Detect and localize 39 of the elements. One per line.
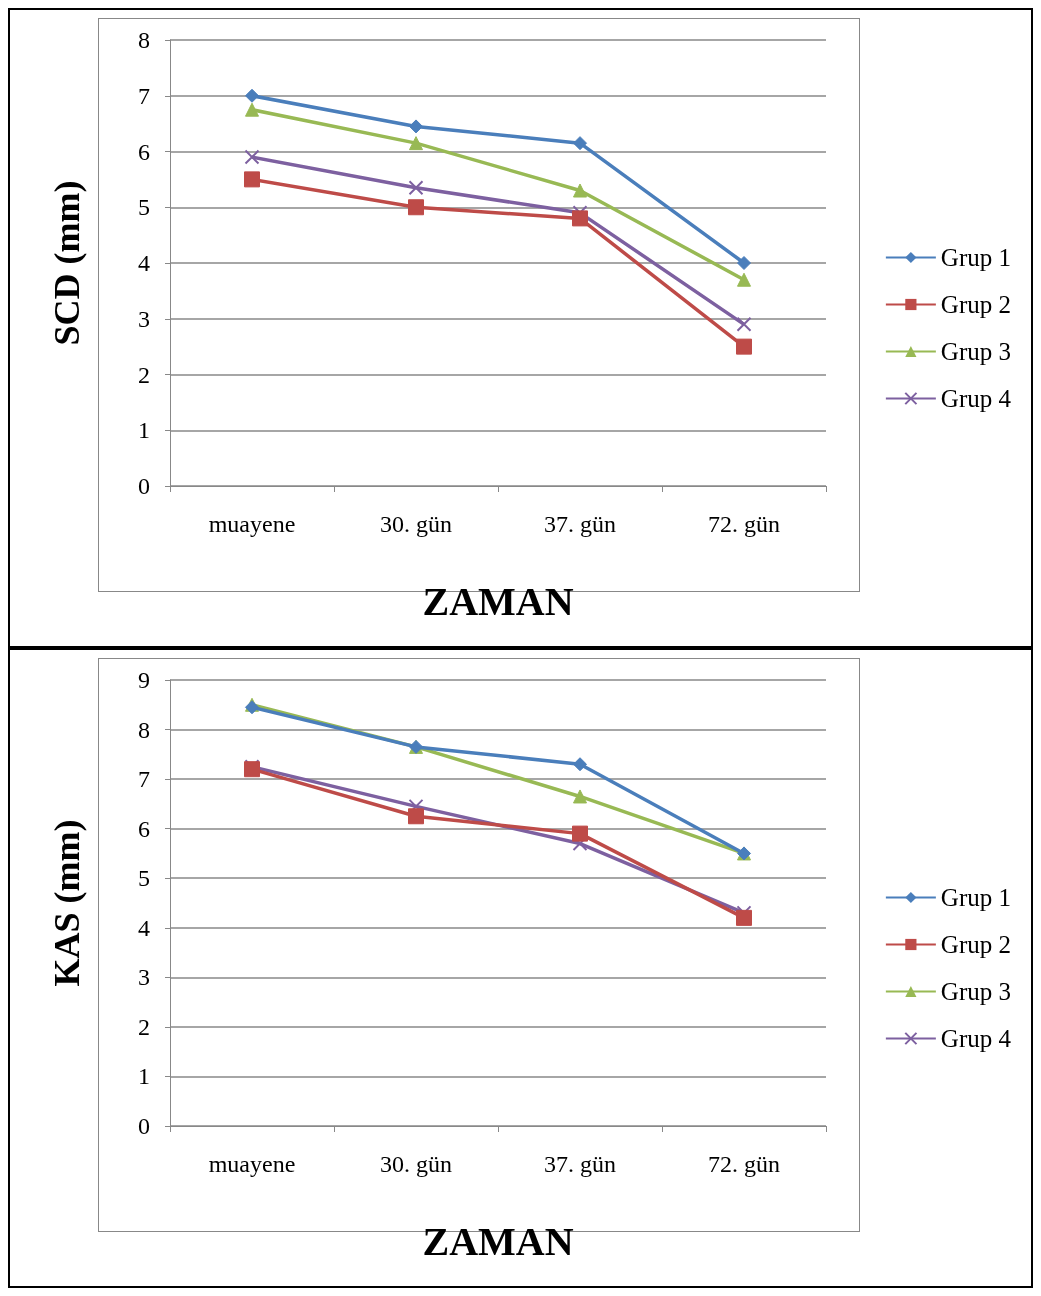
legend-label: Grup 2 (940, 931, 1012, 958)
y-tick-label: 0 (138, 1113, 150, 1139)
x-tick-label: 37. gün (544, 1151, 616, 1177)
legend-label: Grup 4 (940, 1025, 1012, 1052)
y-tick-label: 7 (138, 82, 150, 109)
y-tick-label: 9 (138, 667, 150, 693)
y-tick-label: 3 (138, 964, 150, 991)
x-tick-label: muayene (208, 511, 296, 537)
legend-label: Grup 1 (940, 244, 1012, 271)
y-tick-label: 1 (138, 1063, 150, 1090)
legend-label: Grup 3 (940, 978, 1012, 1005)
y-tick-label: 2 (138, 1013, 150, 1040)
x-tick-label: 72. gün (708, 511, 780, 537)
y-tick-label: 8 (138, 27, 150, 53)
y-tick-label: 6 (138, 815, 150, 842)
x-tick-label: muayene (208, 1151, 296, 1177)
x-tick-label: 30. gün (380, 1151, 452, 1177)
y-tick-label: 5 (138, 194, 150, 221)
y-tick-label: 4 (138, 250, 150, 276)
y-tick-label: 1 (138, 417, 150, 444)
legend-label: Grup 4 (940, 385, 1012, 412)
y-tick-label: 8 (138, 716, 150, 743)
y-tick-label: 7 (138, 766, 150, 793)
legend-label: Grup 3 (940, 338, 1012, 365)
y-tick-label: 3 (138, 305, 150, 332)
x-tick-label: 72. gün (708, 1151, 780, 1177)
y-axis-title: SCD (mm) (47, 180, 87, 346)
y-tick-label: 6 (138, 138, 150, 165)
y-tick-label: 0 (138, 473, 150, 499)
x-tick-label: 37. gün (544, 511, 616, 537)
y-tick-label: 4 (138, 914, 150, 941)
y-tick-label: 2 (138, 361, 150, 388)
legend-label: Grup 2 (940, 291, 1012, 318)
y-axis-title: KAS (mm) (47, 819, 87, 987)
x-tick-label: 30. gün (380, 511, 452, 537)
x-axis-title: ZAMAN (422, 1218, 574, 1264)
x-axis-title: ZAMAN (422, 578, 574, 624)
legend-label: Grup 1 (940, 884, 1012, 911)
y-tick-label: 5 (138, 865, 150, 892)
